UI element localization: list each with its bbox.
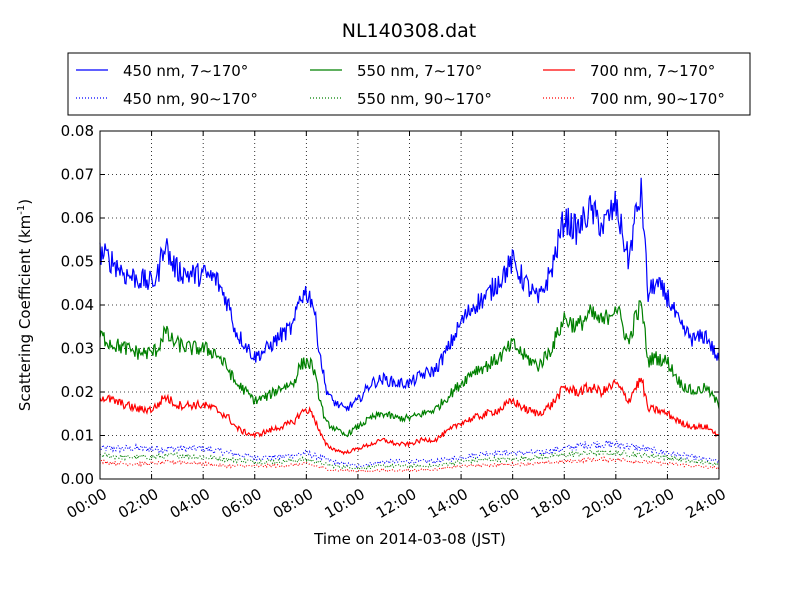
x-tick-label: 04:00 (167, 485, 213, 522)
chart-title: NL140308.dat (342, 20, 477, 42)
y-tick-label: 0.04 (61, 296, 94, 314)
x-tick-label: 08:00 (270, 485, 316, 522)
legend-label: 700 nm, 7∼170° (590, 62, 715, 80)
series-line-450-nm-7-170 (99, 177, 720, 412)
x-tick-label: 16:00 (476, 485, 522, 522)
legend-label: 550 nm, 90∼170° (357, 90, 492, 108)
legend-frame (67, 52, 751, 116)
y-tick-label: 0.06 (61, 209, 94, 227)
legend: 450 nm, 7∼170° 550 nm, 7∼170° 700 nm, 7∼17… (67, 52, 751, 116)
x-tick-label: 10:00 (321, 485, 367, 522)
x-tick-label: 22:00 (631, 485, 677, 522)
legend-label: 700 nm, 90∼170° (590, 90, 725, 108)
x-tick-label: 24:00 (683, 485, 729, 522)
x-tick-label: 18:00 (528, 485, 574, 522)
y-tick-label: 0.00 (61, 470, 94, 488)
y-tick-label: 0.01 (61, 427, 94, 445)
y-tick-label: 0.03 (61, 340, 94, 358)
series-layer (99, 177, 720, 473)
series-line-700-nm-7-170 (99, 377, 720, 456)
legend-label: 450 nm, 7∼170° (123, 62, 248, 80)
y-axis-label-superscript: -1 (16, 205, 27, 215)
x-axis-label: Time on 2014-03-08 (JST) (313, 530, 506, 548)
x-tick-label: 02:00 (115, 485, 161, 522)
x-tick-label: 20:00 (579, 485, 625, 522)
y-tick-label: 0.08 (61, 122, 94, 140)
y-axis-label-end: ) (16, 199, 34, 205)
series-line-550-nm-7-170 (99, 300, 720, 438)
y-axis-label: Scattering Coefficient (km-1) (16, 199, 34, 411)
x-tick-label: 12:00 (373, 485, 419, 522)
legend-label: 550 nm, 7∼170° (357, 62, 482, 80)
x-tick-label: 00:00 (64, 485, 110, 522)
y-tick-label: 0.05 (61, 253, 94, 271)
legend-label: 450 nm, 90∼170° (123, 90, 258, 108)
x-tick-label: 06:00 (218, 485, 264, 522)
plot-area: 00:00 02:00 04:00 06:00 08:00 10:00 12:00 14:00… (61, 122, 729, 522)
x-tick-label: 14:00 (425, 485, 471, 522)
y-axis-label-main: Scattering Coefficient (km (16, 215, 34, 411)
y-tick-label: 0.02 (61, 383, 94, 401)
series-line-700-nm-90-170-dotted (99, 456, 720, 473)
y-tick-label: 0.07 (61, 166, 94, 184)
